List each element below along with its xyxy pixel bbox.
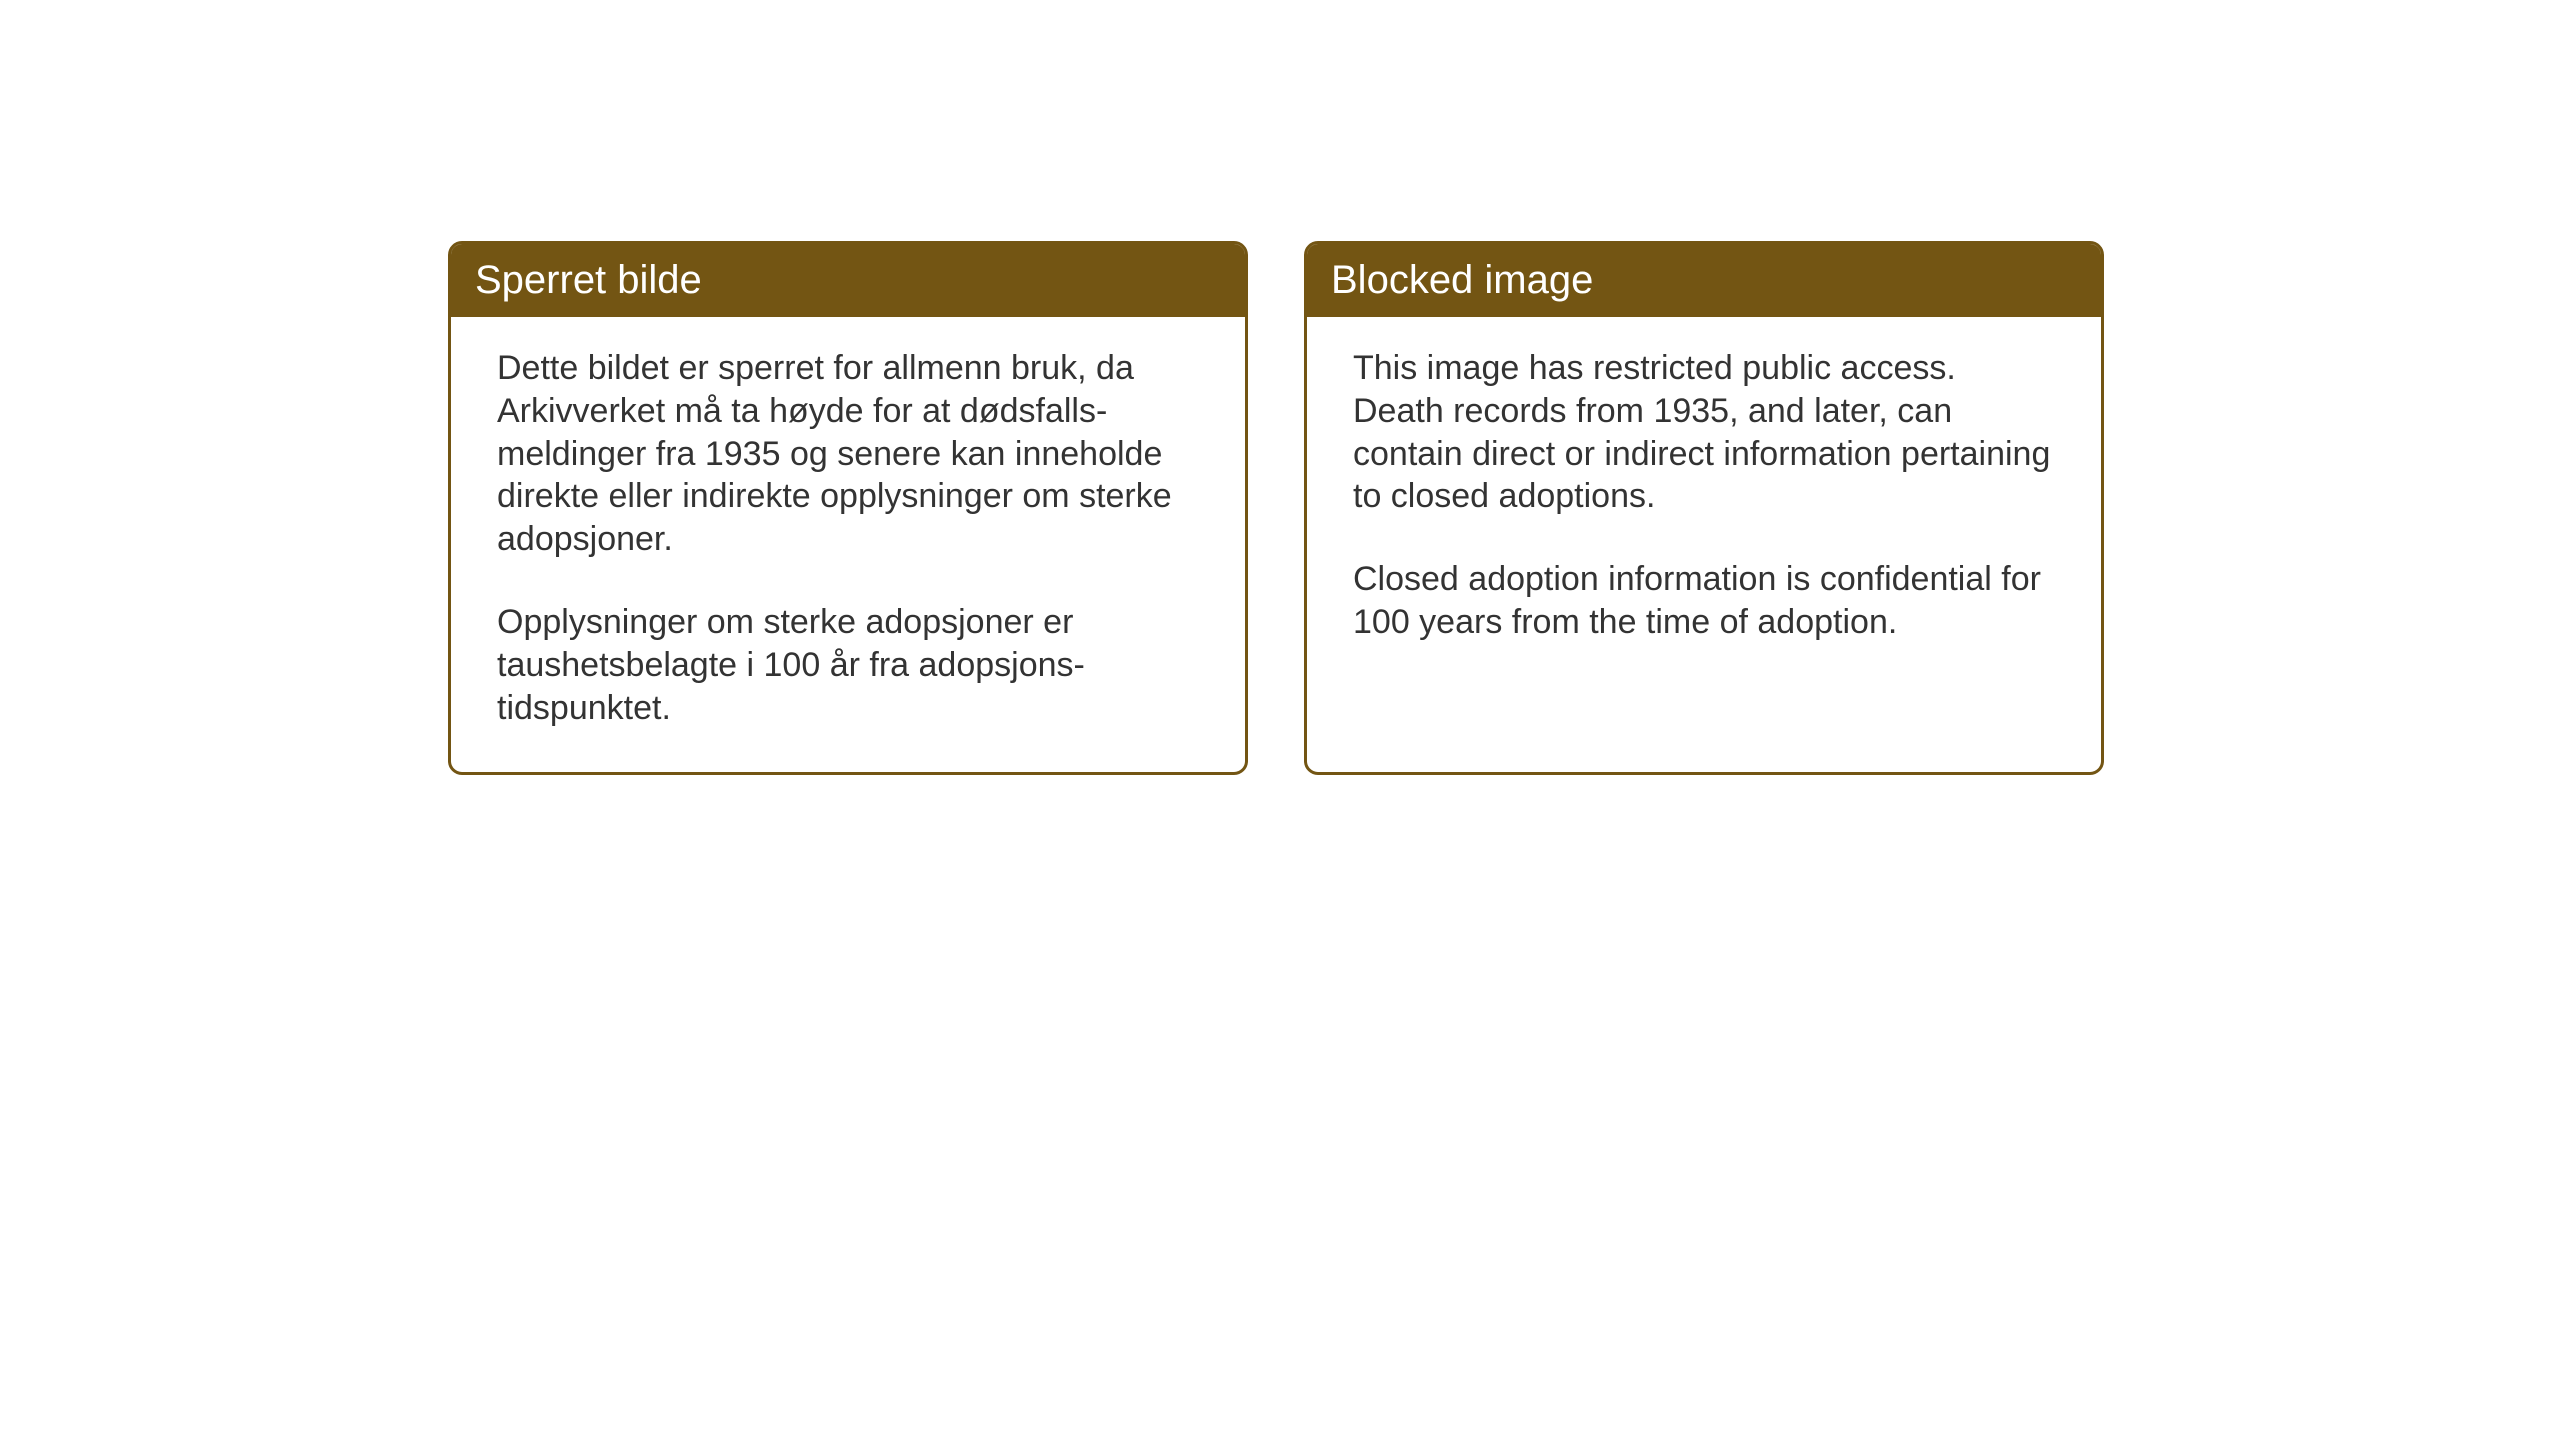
card-body-norwegian: Dette bildet er sperret for allmenn bruk… [451,317,1245,772]
card-header-english: Blocked image [1307,244,2101,317]
card-paragraph2-norwegian: Opplysninger om sterke adopsjoner er tau… [497,601,1199,729]
card-norwegian: Sperret bilde Dette bildet er sperret fo… [448,241,1248,775]
card-title-english: Blocked image [1331,258,1593,302]
card-paragraph2-english: Closed adoption information is confident… [1353,558,2055,644]
card-header-norwegian: Sperret bilde [451,244,1245,317]
cards-container: Sperret bilde Dette bildet er sperret fo… [448,241,2104,775]
card-title-norwegian: Sperret bilde [475,258,702,302]
card-paragraph1-norwegian: Dette bildet er sperret for allmenn bruk… [497,347,1199,561]
card-english: Blocked image This image has restricted … [1304,241,2104,775]
card-paragraph1-english: This image has restricted public access.… [1353,347,2055,518]
card-body-english: This image has restricted public access.… [1307,317,2101,686]
